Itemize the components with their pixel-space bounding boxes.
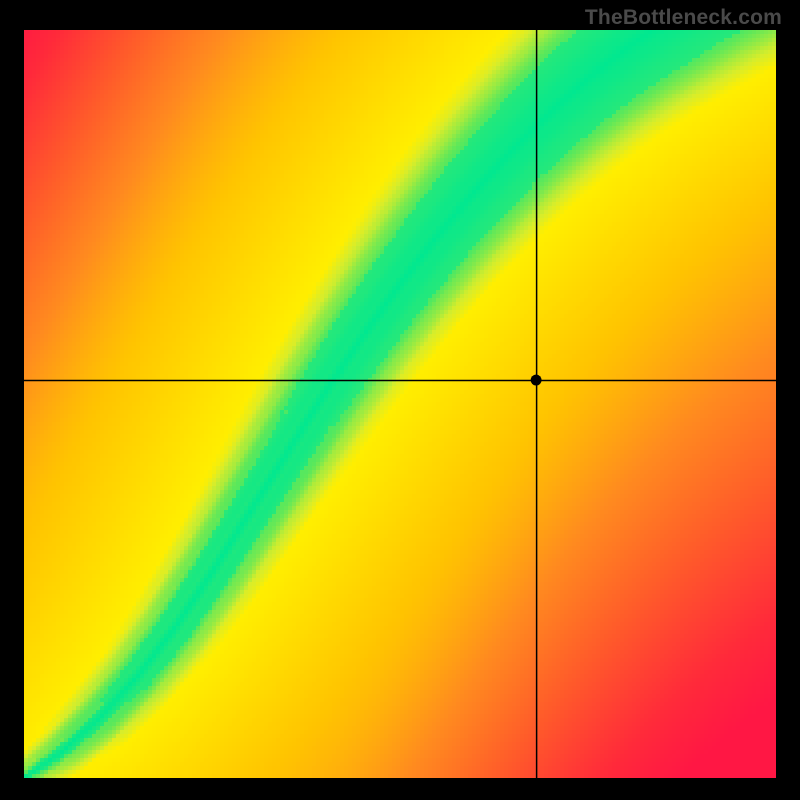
chart-container: TheBottleneck.com (0, 0, 800, 800)
watermark-text: TheBottleneck.com (585, 6, 782, 30)
heatmap-canvas (24, 30, 776, 778)
heatmap-plot (24, 30, 776, 778)
